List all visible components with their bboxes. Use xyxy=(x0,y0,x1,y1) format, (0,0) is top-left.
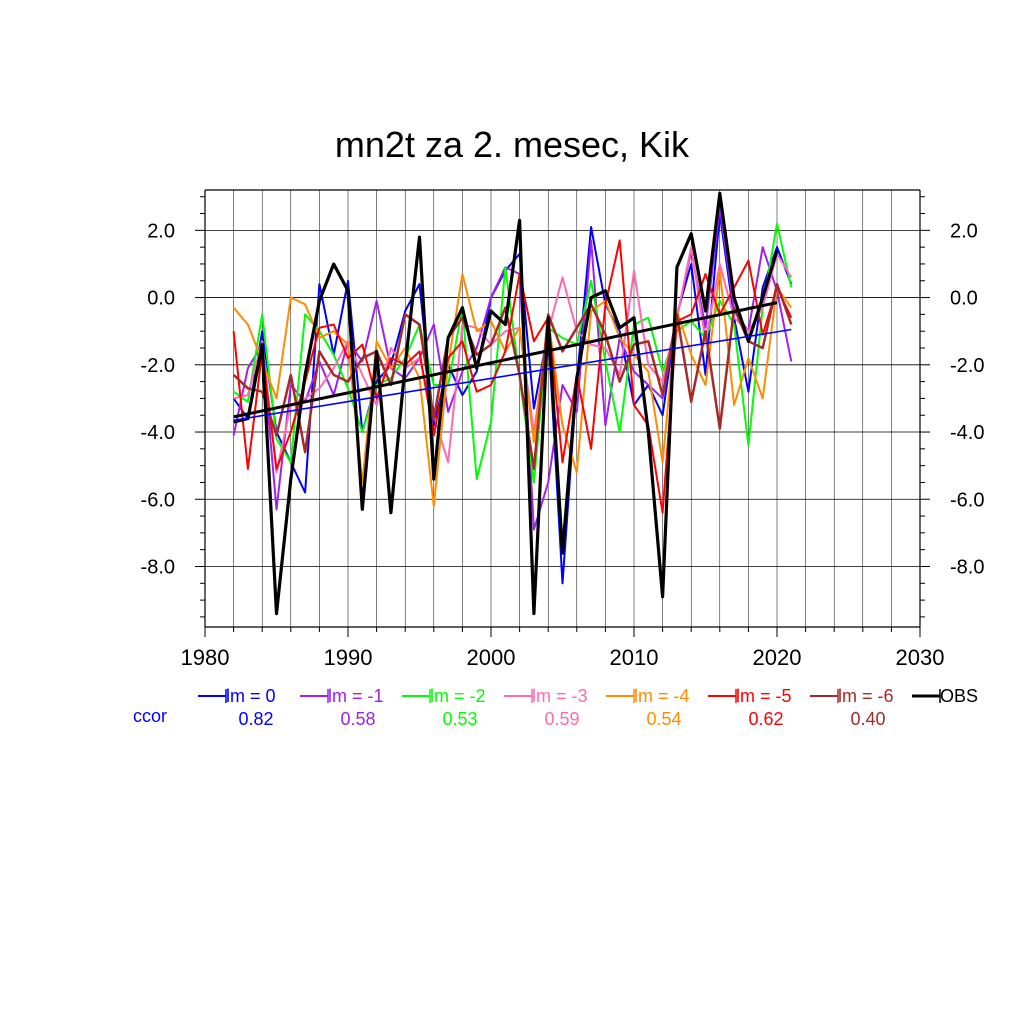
plot-frame xyxy=(204,189,921,628)
y-tick-label-right: -2.0 xyxy=(950,355,984,377)
y-tick-label-left: -6.0 xyxy=(141,489,175,511)
x-tick-label: 2000 xyxy=(467,645,516,670)
y-tick-label-left: -8.0 xyxy=(141,556,175,578)
x-tick-label: 2010 xyxy=(610,645,659,670)
legend-ccor-0: 0.82 xyxy=(238,709,273,729)
legend-ccor-5: 0.62 xyxy=(748,709,783,729)
series-lines xyxy=(232,191,793,616)
legend-ccor-2: 0.53 xyxy=(442,709,477,729)
grid-lines xyxy=(205,190,920,627)
y-tick-label-right: -8.0 xyxy=(950,556,984,578)
y-tick-label-left: 0.0 xyxy=(147,288,175,310)
axis-ticks: 2.0 2.0 0.0 0.0 -2.0 -2.0 -4.0 -4.0 -6.0 -6.0 -8.0… xyxy=(141,196,984,670)
legend-label-0: lm = 0 xyxy=(226,686,276,706)
series-line-7 xyxy=(233,191,779,616)
legend-label-6: lm = -6 xyxy=(838,686,894,706)
legend: lm = 0 0.82 lm = -1 0.58 lm = -2 0.53 lm = -3 0… xyxy=(133,686,978,729)
y-tick-label-left: -2.0 xyxy=(141,355,175,377)
legend-label-3: lm = -3 xyxy=(532,686,588,706)
y-tick-label-right: -4.0 xyxy=(950,422,984,444)
legend-ccor-6: 0.40 xyxy=(850,709,885,729)
series-line-6 xyxy=(232,282,793,471)
trend-line-7 xyxy=(233,301,778,419)
series-line-5 xyxy=(232,239,793,514)
trend-line-0 xyxy=(233,328,792,422)
series-line-2 xyxy=(233,222,793,484)
chart-title: mn2t za 2. mesec, Kik xyxy=(334,124,690,165)
legend-ccor-3: 0.59 xyxy=(544,709,579,729)
legend-ccor-4: 0.54 xyxy=(646,709,681,729)
legend-label-7: OBS xyxy=(940,686,978,706)
y-tick-label-left: 2.0 xyxy=(147,220,175,242)
x-tick-label: 1990 xyxy=(324,645,373,670)
x-tick-label: 2020 xyxy=(753,645,802,670)
x-tick-label: 2030 xyxy=(896,645,945,670)
legend-ccor-1: 0.58 xyxy=(340,709,375,729)
legend-label-5: lm = -5 xyxy=(736,686,792,706)
legend-label-2: lm = -2 xyxy=(430,686,486,706)
y-tick-label-right: 0.0 xyxy=(950,288,978,310)
y-tick-label-right: -6.0 xyxy=(950,489,984,511)
y-tick-label-left: -4.0 xyxy=(141,422,175,444)
legend-label-4: lm = -4 xyxy=(634,686,690,706)
ccor-label: ccor xyxy=(133,706,167,726)
x-tick-label: 1980 xyxy=(181,645,230,670)
legend-label-1: lm = -1 xyxy=(328,686,384,706)
y-tick-label-right: 2.0 xyxy=(950,220,978,242)
